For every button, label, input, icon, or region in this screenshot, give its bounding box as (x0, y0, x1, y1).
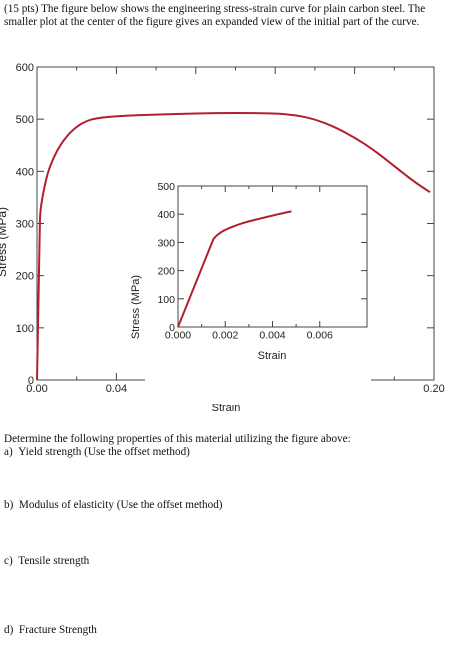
problem-statement: (15 pts) The figure below shows the engi… (4, 3, 426, 28)
main-y-tick-label: 600 (16, 62, 34, 74)
stress-strain-figure: Stress (MPa) 0 100 200 300 400 500 600 0.00 0.0… (0, 62, 445, 414)
inset-y-tick-label: 300 (157, 237, 175, 249)
questions-intro: Determine the following properties of th… (4, 433, 351, 445)
main-x-tick-label: 0.00 (26, 383, 47, 395)
inset-y-tick-label: 100 (157, 294, 175, 306)
question-c: c) Tensile strength (4, 555, 90, 567)
inset-y-tick-label: 400 (157, 209, 175, 221)
main-y-tick-label: 400 (16, 166, 34, 178)
inset-y-axis-label: Stress (MPa) (130, 275, 142, 339)
inset-x-tick-label: 0.004 (259, 330, 285, 342)
main-y-tick-label: 300 (16, 219, 34, 231)
inset-stress-strain-curve (177, 210, 292, 328)
inset-chart: Stress (MPa) 0 100 200 300 400 500 0.000 0.002… (130, 176, 371, 404)
main-y-tick-label: 100 (16, 323, 34, 335)
main-y-tick-label: 500 (16, 114, 34, 126)
inset-y-tick-label: 500 (157, 181, 175, 193)
inset-x-axis-label: Strain (258, 350, 287, 362)
inset-background (145, 176, 371, 404)
question-b: b) Modulus of elasticity (Use the offset… (4, 499, 223, 511)
main-y-tick-label: 200 (16, 271, 34, 283)
inset-x-tick-label: 0.002 (212, 330, 238, 342)
main-x-tick-label: 0.20 (423, 383, 444, 395)
inset-y-tick-label: 0 (169, 322, 175, 334)
main-x-axis-label: Strain (212, 402, 241, 414)
main-stress-strain-curve (36, 112, 431, 381)
inset-x-tick-label: 0.006 (307, 330, 333, 342)
main-y-tick-label: 0 (28, 375, 34, 387)
inset-x-tick-label: 0.000 (165, 330, 191, 342)
inset-y-tick-label: 200 (157, 266, 175, 278)
main-x-tick-label: 0.04 (106, 383, 127, 395)
main-y-axis-label: Stress (MPa) (0, 207, 9, 277)
main-chart: Stress (MPa) 0 100 200 300 400 500 600 0.00 0.0… (0, 62, 445, 414)
question-d: d) Fracture Strength (4, 624, 97, 636)
question-a: a) Yield strength (Use the offset method… (4, 446, 190, 458)
